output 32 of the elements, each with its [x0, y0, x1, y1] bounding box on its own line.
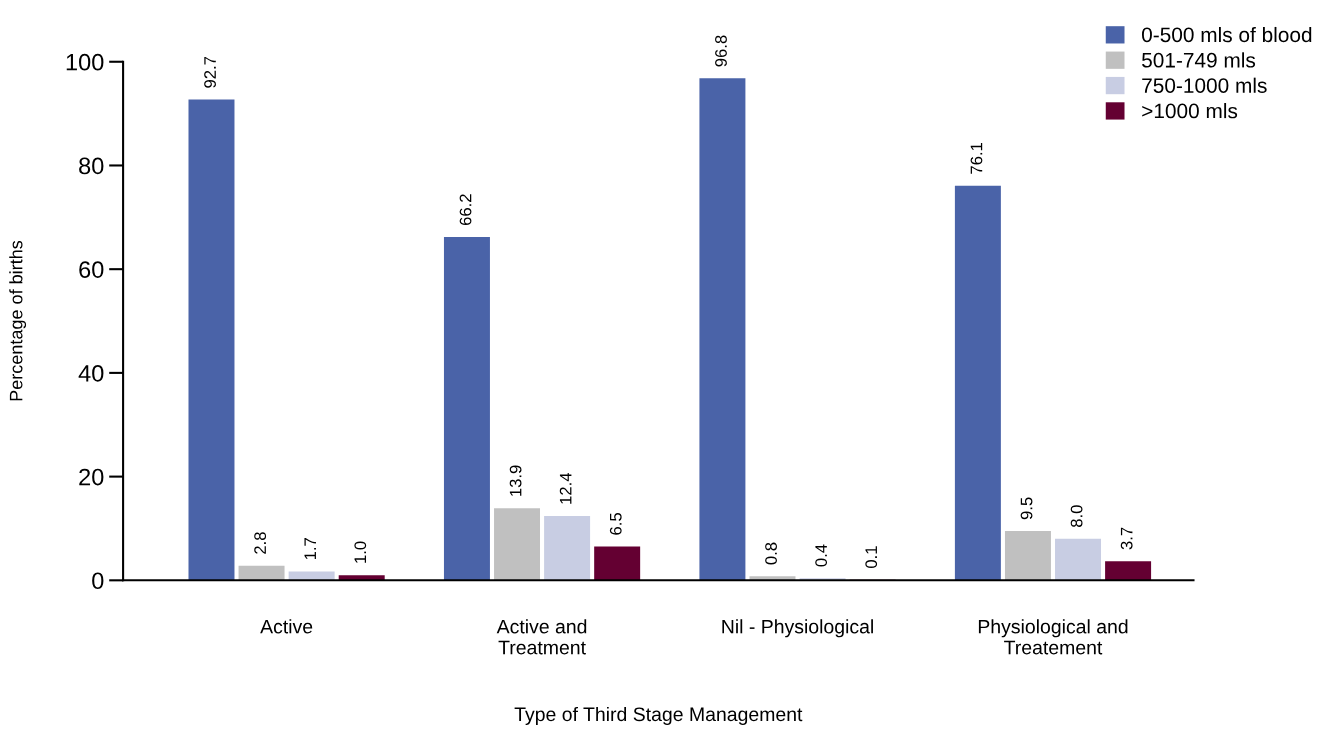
x-tick-label: Active and Treatment: [496, 619, 587, 655]
y-axis-title: Percentage of births: [9, 240, 27, 401]
y-tick-label: 40: [78, 364, 104, 382]
y-tick-label: 0: [92, 572, 104, 590]
x-tick-label: Active: [260, 619, 313, 634]
data-label: 92.7: [204, 56, 216, 88]
data-label: 6.5: [609, 513, 622, 535]
y-tick-label: 80: [79, 157, 104, 175]
x-tick-label: Nil - Physiological: [722, 619, 873, 638]
data-label: 8.0: [1070, 505, 1083, 527]
y-tick-label: 60: [79, 261, 104, 278]
legend-label: 0-500 mls of blood: [1141, 26, 1312, 43]
y-tick-label: 20: [79, 468, 104, 486]
x-tick-label: Physiological and Treatement: [978, 619, 1128, 655]
data-label: 76.1: [970, 142, 983, 174]
data-label: 1.0: [354, 541, 367, 563]
data-label: 2.8: [254, 532, 267, 554]
legend-label: 750-1000 mls: [1142, 77, 1267, 93]
data-label: 0.1: [865, 546, 878, 569]
data-label: 12.4: [559, 472, 572, 504]
data-label: 1.7: [304, 538, 316, 560]
data-label: 96.8: [715, 35, 727, 67]
data-label: 3.7: [1120, 527, 1133, 550]
x-axis-title: Type of Third Stage Management: [514, 706, 803, 726]
data-label: 0.4: [815, 544, 828, 567]
data-label: 9.5: [1020, 497, 1033, 520]
data-label: 66.2: [459, 194, 472, 226]
legend-label: >1000 mls: [1142, 103, 1238, 119]
data-label: 0.8: [765, 542, 777, 565]
legend-label: 501-749 mls: [1142, 52, 1256, 68]
y-tick-label: 100: [66, 53, 104, 71]
data-label: 13.9: [509, 465, 522, 496]
